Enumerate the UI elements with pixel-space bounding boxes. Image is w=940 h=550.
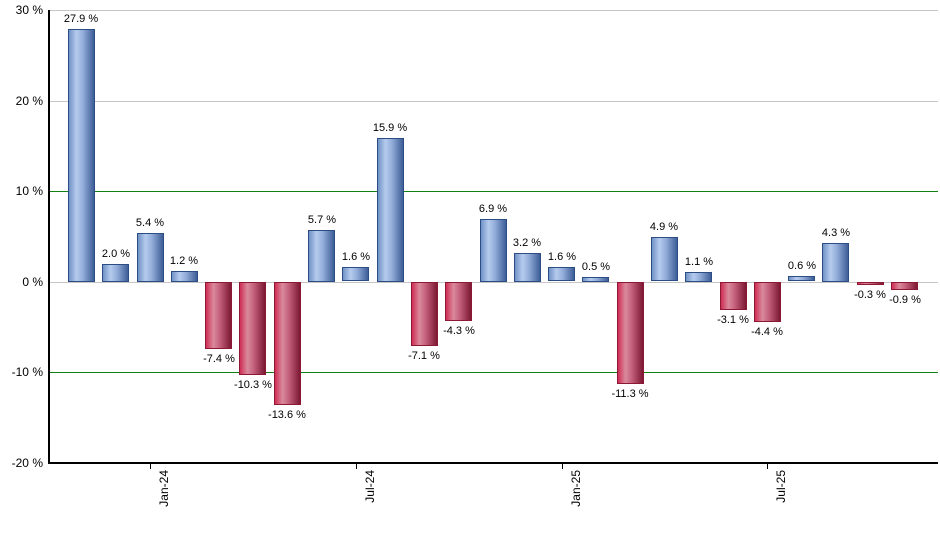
gray-gridline: [49, 101, 938, 102]
negative-bar: [411, 282, 438, 346]
y-tick-label: 0 %: [22, 275, 43, 289]
negative-bar: [445, 282, 472, 321]
bar-value-label: -11.3 %: [611, 388, 649, 400]
bar-value-label: 6.9 %: [478, 203, 508, 215]
positive-bar: [308, 230, 335, 282]
x-tick: [150, 463, 151, 469]
x-tick-label: Jan-25: [569, 470, 583, 507]
positive-bar: [822, 243, 849, 282]
y-tick-label: 10 %: [15, 184, 43, 198]
bar-value-label: -13.6 %: [268, 409, 306, 421]
bar-value-label: -7.1 %: [408, 350, 440, 362]
bar-value-label: 0.6 %: [787, 260, 817, 272]
positive-bar: [514, 253, 541, 282]
positive-bar: [480, 219, 507, 282]
bar-value-label: -0.9 %: [889, 294, 921, 306]
negative-bar: [857, 282, 884, 285]
positive-bar: [171, 271, 198, 282]
bar-value-label: 5.4 %: [135, 217, 165, 229]
bar-value-label: 1.1 %: [684, 256, 714, 268]
bar-value-label: 4.9 %: [649, 221, 679, 233]
positive-bar: [102, 264, 129, 282]
bar-value-label: -10.3 %: [234, 379, 272, 391]
y-tick-label: 20 %: [15, 94, 43, 108]
bar-value-label: -0.3 %: [854, 289, 886, 301]
negative-bar: [617, 282, 644, 384]
negative-bar: [720, 282, 747, 310]
bar-value-label: 27.9 %: [63, 13, 99, 25]
gray-gridline: [49, 10, 938, 11]
x-tick-label: Jan-24: [157, 470, 171, 507]
positive-bar: [68, 29, 95, 282]
bar-value-label: 5.7 %: [307, 214, 337, 226]
bar-value-label: 15.9 %: [372, 122, 408, 134]
positive-bar: [548, 267, 575, 281]
negative-bar: [274, 282, 301, 405]
green-gridline: [49, 191, 938, 192]
x-tick-label: Jul-24: [363, 470, 377, 503]
bar-value-label: -4.3 %: [443, 325, 475, 337]
x-tick: [356, 463, 357, 469]
bar-value-label: 0.5 %: [581, 261, 611, 273]
bar-value-label: 1.6 %: [547, 251, 577, 263]
bar-value-label: 1.2 %: [169, 255, 199, 267]
negative-bar: [239, 282, 266, 375]
y-tick-label: -10 %: [11, 365, 43, 379]
negative-bar: [754, 282, 781, 322]
bar-value-label: 1.6 %: [341, 251, 371, 263]
positive-bar: [342, 267, 369, 281]
bar-value-label: 2.0 %: [101, 248, 131, 260]
negative-bar: [891, 282, 918, 290]
gray-gridline: [49, 282, 938, 283]
positive-bar: [582, 277, 609, 282]
positive-bar: [137, 233, 164, 282]
bar-value-label: 3.2 %: [512, 237, 542, 249]
positive-bar: [377, 138, 404, 282]
x-axis-line: [48, 462, 938, 464]
y-tick-label: 30 %: [15, 3, 43, 17]
positive-bar: [788, 276, 815, 281]
bar-value-label: 4.3 %: [821, 227, 851, 239]
x-tick: [562, 463, 563, 469]
bar-value-label: -3.1 %: [717, 314, 749, 326]
y-axis-line: [48, 10, 50, 463]
positive-bar: [685, 272, 712, 282]
positive-bar: [651, 237, 678, 281]
bar-value-label: -4.4 %: [751, 326, 783, 338]
y-tick-label: -20 %: [11, 456, 43, 470]
green-gridline: [49, 372, 938, 373]
x-tick-label: Jul-25: [774, 470, 788, 503]
bar-value-label: -7.4 %: [203, 353, 235, 365]
x-tick: [767, 463, 768, 469]
negative-bar: [205, 282, 232, 349]
